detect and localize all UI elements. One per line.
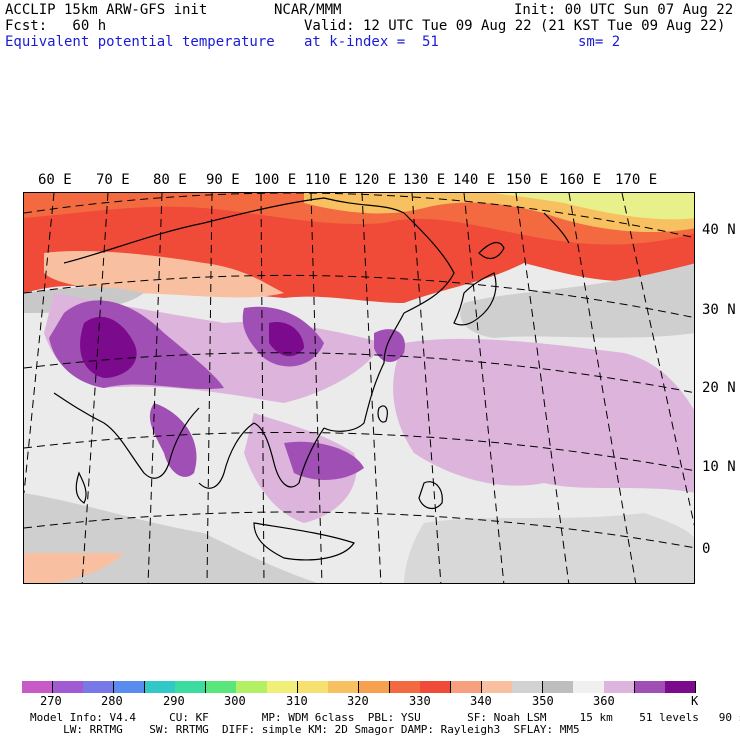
legend-tick: 360	[593, 694, 615, 708]
legend-swatch	[450, 681, 483, 693]
legend-swatch	[175, 681, 207, 693]
legend-swatch	[604, 681, 636, 693]
lat-label: 20 N	[702, 380, 736, 396]
lon-label: 90 E	[206, 172, 240, 188]
legend-swatch	[113, 681, 146, 693]
legend-swatch	[144, 681, 176, 693]
lat-label: 10 N	[702, 459, 736, 475]
lon-label: 140 E	[453, 172, 496, 188]
lon-label: 120 E	[354, 172, 397, 188]
lon-label: 100 E	[254, 172, 297, 188]
model-info-line2: LW: RRTMG SW: RRTMG DIFF: simple KM: 2D …	[30, 723, 580, 736]
lat-label: 40 N	[702, 222, 736, 238]
legend-swatch	[22, 681, 54, 693]
model-info-line1: Model Info: V4.4 CU: KF MP: WDM 6class P…	[30, 711, 740, 724]
forecast-hour: Fcst: 60 h	[5, 18, 107, 34]
theta-e-field	[24, 193, 694, 583]
smoothing: sm= 2	[578, 34, 621, 50]
legend-swatch	[267, 681, 299, 693]
title-center: NCAR/MMM	[274, 2, 342, 18]
legend-tick: 310	[286, 694, 308, 708]
legend-swatch	[359, 681, 391, 693]
legend-tick: 320	[347, 694, 369, 708]
map-panel[interactable]	[23, 192, 695, 584]
legend-swatch	[328, 681, 360, 693]
legend-tick: 280	[101, 694, 123, 708]
legend-tick: 270	[40, 694, 62, 708]
lon-label: 150 E	[506, 172, 549, 188]
legend-tick: 340	[470, 694, 492, 708]
legend-swatch	[420, 681, 452, 693]
legend-swatch	[297, 681, 329, 693]
lon-label: 160 E	[559, 172, 602, 188]
legend-swatch	[634, 681, 666, 693]
legend-swatch	[52, 681, 84, 693]
lon-label: 130 E	[403, 172, 446, 188]
lon-label: 60 E	[38, 172, 72, 188]
legend-swatch	[542, 681, 574, 693]
lon-label: 70 E	[96, 172, 130, 188]
legend-swatch	[481, 681, 513, 693]
lat-label: 0	[702, 541, 711, 557]
lon-label: 80 E	[153, 172, 187, 188]
valid-time: Valid: 12 UTC Tue 09 Aug 22 (21 KST Tue …	[304, 18, 726, 34]
level-index: at k-index = 51	[304, 34, 439, 50]
lat-label: 30 N	[702, 302, 736, 318]
legend-swatch	[389, 681, 421, 693]
legend-tick: 300	[224, 694, 246, 708]
lon-label: 170 E	[615, 172, 658, 188]
legend-swatch	[83, 681, 115, 693]
color-legend	[22, 681, 697, 693]
legend-tick: 290	[163, 694, 185, 708]
legend-unit: K	[691, 694, 699, 708]
title-left: ACCLIP 15km ARW-GFS init	[5, 2, 208, 18]
field-name: Equivalent potential temperature	[5, 34, 275, 50]
legend-swatch	[512, 681, 544, 693]
legend-swatch	[665, 681, 697, 693]
legend-swatch	[573, 681, 605, 693]
lon-label: 110 E	[305, 172, 348, 188]
legend-swatch	[236, 681, 268, 693]
legend-swatch	[205, 681, 237, 693]
legend-tick: 350	[532, 694, 554, 708]
legend-tick: 330	[409, 694, 431, 708]
init-time: Init: 00 UTC Sun 07 Aug 22	[514, 2, 734, 18]
